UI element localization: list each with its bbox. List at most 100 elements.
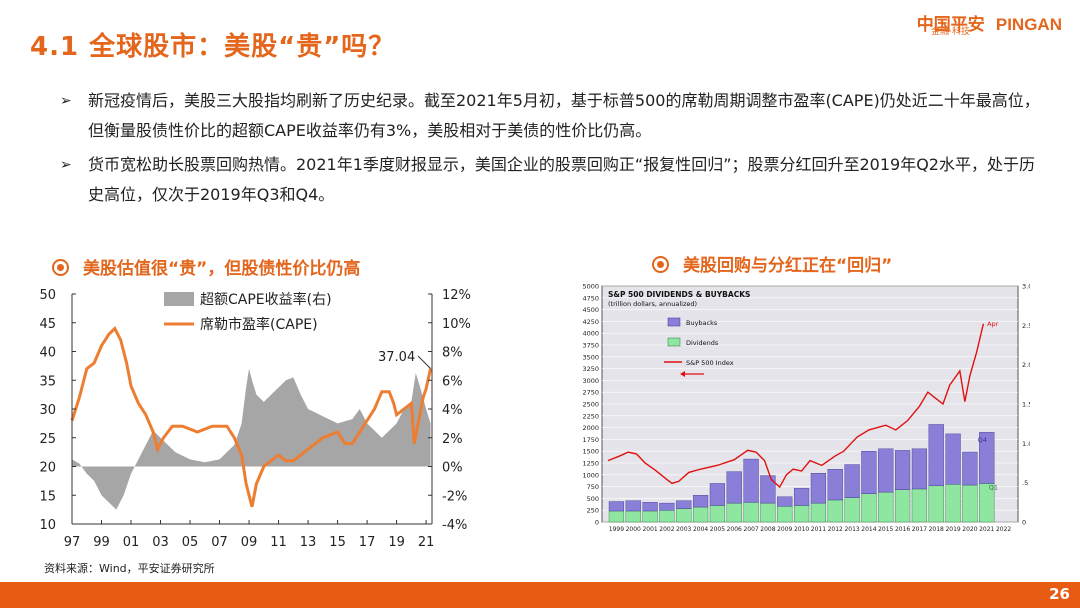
left-tick-label: 20 xyxy=(39,461,56,476)
logo-english-text: PINGAN xyxy=(995,15,1062,34)
buybacks-bar xyxy=(810,473,827,504)
left-tick-label: 3750 xyxy=(582,342,599,350)
legend-swatch-excess xyxy=(164,292,194,306)
left-tick-label: 3500 xyxy=(582,353,599,361)
left-tick-label: 0 xyxy=(595,519,599,527)
buybacks-bar xyxy=(709,483,726,506)
right-tick-label: -2% xyxy=(442,489,467,504)
right-tick-label: 0 xyxy=(1022,519,1026,527)
buybacks-bar xyxy=(962,451,978,486)
left-section-title: 美股估值很“贵”，但股债性价比仍高 xyxy=(52,254,360,279)
legend-label: 席勒市盈率(CAPE) xyxy=(200,316,318,333)
left-tick-label: 50 xyxy=(39,288,56,303)
x-tick-label: 2007 xyxy=(743,526,758,533)
x-tick-label: 15 xyxy=(329,535,346,550)
left-tick-label: 4750 xyxy=(582,294,599,302)
right-tick-label: 12% xyxy=(442,288,471,303)
buybacks-bar xyxy=(777,496,793,507)
buybacks-bar xyxy=(827,469,843,501)
excess-cape-yield-area xyxy=(72,368,431,510)
logo-chinese-text: 中国平安 xyxy=(916,15,985,35)
right-tick-label: -4% xyxy=(442,518,467,533)
left-tick-label: 1000 xyxy=(582,471,599,479)
buybacks-bar xyxy=(676,500,692,509)
left-tick-label: 3250 xyxy=(582,365,599,373)
x-tick-label: 2019 xyxy=(945,526,960,533)
right-tick-label: 8% xyxy=(442,346,463,361)
left-tick-label: 2500 xyxy=(582,401,599,409)
left-tick-label: 4250 xyxy=(582,318,599,326)
buybacks-bar xyxy=(945,433,961,485)
dividends-bar xyxy=(894,489,911,523)
dividends-bar xyxy=(827,499,843,523)
dividends-bar xyxy=(844,497,860,523)
dividends-bar xyxy=(962,484,978,523)
dividends-bar xyxy=(608,510,625,523)
page-number: 26 xyxy=(1049,585,1070,603)
buybacks-bar xyxy=(793,487,810,506)
annotation-leader xyxy=(417,355,431,369)
left-tick-label: 1250 xyxy=(582,460,599,468)
x-tick-label: 2004 xyxy=(693,526,708,533)
buybacks-bar xyxy=(861,450,877,494)
left-tick-label: 5000 xyxy=(582,283,599,291)
buybacks-bar xyxy=(894,450,911,490)
right-tick-label: 10% xyxy=(442,317,471,332)
x-tick-label: 2012 xyxy=(828,526,843,533)
dividends-bar xyxy=(760,502,776,523)
left-tick-label: 2750 xyxy=(582,389,599,397)
annotation-q1: Q1 xyxy=(989,483,998,491)
chart-title: S&P 500 DIVIDENDS & BUYBACKS xyxy=(608,290,750,299)
buybacks-bar xyxy=(760,475,776,504)
x-tick-label: 2020 xyxy=(962,526,977,533)
target-circle-icon xyxy=(52,258,69,276)
left-tick-label: 250 xyxy=(587,507,599,515)
legend-swatch-buybacks xyxy=(667,317,681,327)
dividends-bar xyxy=(625,510,641,523)
dividends-bar xyxy=(743,502,759,523)
x-tick-label: 2016 xyxy=(895,526,910,533)
bullet-text: 货币宽松助长股票回购热情。2021年1季度财报显示，美国企业的股票回购正“报复性… xyxy=(88,155,1035,204)
dividends-bar xyxy=(945,484,961,523)
x-tick-label: 2013 xyxy=(844,526,859,533)
x-tick-label: 11 xyxy=(270,535,287,550)
x-tick-label: 2010 xyxy=(794,526,809,533)
right-section-title: 美股回购与分红正在“回归” xyxy=(652,251,892,276)
left-tick-label: 25 xyxy=(39,432,56,447)
cape-line xyxy=(70,326,432,508)
x-tick-label: 07 xyxy=(211,535,228,550)
arrow-bullet-icon: ➢ xyxy=(60,93,72,109)
x-tick-label: 99 xyxy=(93,535,110,550)
right-tick-label: 4% xyxy=(442,403,463,418)
page-title: 4.1 全球股市：美股“贵”吗？ xyxy=(30,32,396,62)
right-tick-label: 2.0 xyxy=(1022,361,1030,369)
x-tick-label: 2017 xyxy=(912,526,927,533)
dividends-bar xyxy=(726,502,742,523)
legend-label: Dividends xyxy=(686,339,719,347)
x-tick-label: 09 xyxy=(241,535,258,550)
dividends-bar xyxy=(928,485,944,523)
x-tick-label: 2018 xyxy=(929,526,944,533)
footer-bar: 26 xyxy=(0,582,1080,608)
left-tick-label: 1500 xyxy=(582,448,599,456)
x-tick-label: 1999 xyxy=(609,526,624,533)
buybacks-bar xyxy=(625,500,641,512)
x-tick-label: 13 xyxy=(300,535,317,550)
left-tick-label: 4500 xyxy=(582,306,599,314)
buybacks-bar xyxy=(743,458,759,503)
left-tick-label: 30 xyxy=(39,403,56,418)
left-tick-label: 2000 xyxy=(582,424,599,432)
left-tick-label: 4000 xyxy=(582,330,599,338)
legend-label: S&P 500 Index xyxy=(686,359,734,367)
right-tick-label: 2% xyxy=(442,432,463,447)
target-circle-icon xyxy=(652,255,669,273)
bullet-item: ➢ 新冠疫情后，美股三大股指均刷新了历史纪录。截至2021年5月初，基于标普50… xyxy=(60,86,1050,146)
x-tick-label: 2021 xyxy=(979,526,994,533)
x-tick-label: 2015 xyxy=(878,526,893,533)
dividends-buybacks-chart: 5000475045004250400037503500325030002750… xyxy=(582,283,1030,534)
left-tick-label: 15 xyxy=(39,489,56,504)
right-tick-label: 3.0 xyxy=(1022,283,1030,291)
left-tick-label: 750 xyxy=(587,483,599,491)
buybacks-bar xyxy=(878,448,894,493)
dividends-bar xyxy=(692,506,709,523)
